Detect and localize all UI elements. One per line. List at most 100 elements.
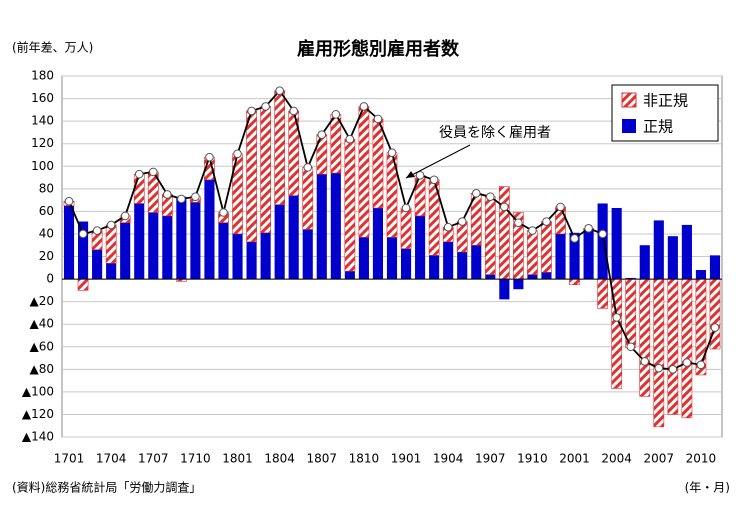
bar xyxy=(302,167,314,230)
bar xyxy=(162,215,173,280)
x-tick-label: 1907 xyxy=(475,452,506,466)
bar xyxy=(274,90,286,205)
y-tick-label: ▲40 xyxy=(30,317,55,331)
bar xyxy=(443,241,454,280)
bar xyxy=(611,207,622,280)
legend-label: 正規 xyxy=(643,118,673,136)
bar xyxy=(681,278,693,419)
legend-swatch xyxy=(621,92,637,108)
line-marker xyxy=(261,102,270,111)
line-marker xyxy=(654,363,664,373)
bar xyxy=(148,212,159,280)
bar xyxy=(106,263,117,280)
bar xyxy=(358,106,370,238)
bar xyxy=(78,221,89,280)
line-marker xyxy=(317,130,327,139)
bar xyxy=(583,229,594,280)
bar xyxy=(77,278,89,291)
bar xyxy=(302,229,313,280)
y-tick-label: 180 xyxy=(31,69,54,83)
bar xyxy=(372,118,384,209)
line-marker xyxy=(345,134,355,144)
line-marker xyxy=(640,357,650,366)
x-tick-label: 1801 xyxy=(222,452,253,466)
line-marker xyxy=(64,196,74,206)
bar xyxy=(316,134,328,175)
legend-label: 非正規 xyxy=(643,92,688,110)
line-marker xyxy=(219,208,228,217)
bar xyxy=(400,207,412,249)
x-tick-label: 1910 xyxy=(517,452,548,466)
line-marker xyxy=(542,217,551,226)
bar xyxy=(639,278,651,397)
bar xyxy=(274,204,285,280)
x-tick-label: 1701 xyxy=(54,452,85,466)
line-marker xyxy=(612,313,621,322)
line-marker xyxy=(401,203,411,213)
line-marker xyxy=(359,102,369,111)
y-tick-label: 80 xyxy=(39,181,54,195)
line-marker xyxy=(331,110,341,119)
bar xyxy=(667,278,679,415)
bar xyxy=(232,233,243,280)
y-tick-label: ▲60 xyxy=(30,339,55,353)
bar xyxy=(372,207,384,280)
line-marker xyxy=(163,190,172,199)
line-marker xyxy=(514,218,523,227)
y-axis-label: (前年差、万人) xyxy=(12,40,93,55)
x-tick-label: 2001 xyxy=(559,452,590,466)
y-tick-label: ▲120 xyxy=(22,407,54,421)
bar xyxy=(541,272,552,280)
bar xyxy=(485,274,496,280)
x-tick-label: 1710 xyxy=(180,452,211,466)
line-marker xyxy=(106,220,116,230)
line-marker xyxy=(485,192,495,202)
bar xyxy=(709,255,721,280)
bar xyxy=(344,138,356,272)
line-marker xyxy=(120,211,130,221)
bar xyxy=(555,233,566,280)
bar xyxy=(597,203,608,280)
y-tick-label: 20 xyxy=(39,249,54,263)
line-marker xyxy=(373,114,383,124)
bar xyxy=(344,271,355,280)
bar xyxy=(498,186,510,280)
bar xyxy=(400,248,412,280)
line-marker xyxy=(570,234,579,243)
x-tick-label: 1807 xyxy=(307,452,338,466)
x-tick-label: 1704 xyxy=(96,452,127,466)
bar xyxy=(527,230,538,275)
line-marker xyxy=(584,223,593,233)
bar xyxy=(246,241,257,280)
bar xyxy=(625,277,636,280)
bar xyxy=(541,221,552,273)
y-tick-label: 100 xyxy=(31,159,54,173)
legend-swatch xyxy=(622,119,636,133)
line-marker xyxy=(289,106,299,116)
y-tick-label: ▲80 xyxy=(30,362,55,376)
x-tick-label: 1904 xyxy=(433,452,464,466)
y-tick-label: ▲140 xyxy=(22,430,54,444)
line-marker xyxy=(500,202,509,212)
bar xyxy=(133,173,145,204)
bar xyxy=(204,179,215,280)
line-marker xyxy=(528,226,537,235)
x-tick-label: 1901 xyxy=(391,452,422,466)
bar xyxy=(92,249,103,280)
bar xyxy=(218,222,229,280)
bar xyxy=(358,237,369,280)
line-marker xyxy=(387,148,397,158)
bar xyxy=(288,195,299,280)
bar xyxy=(386,237,398,280)
line-marker xyxy=(177,194,186,204)
bar xyxy=(499,279,510,300)
line-marker xyxy=(668,365,678,374)
bar xyxy=(639,245,650,280)
y-tick-label: 60 xyxy=(39,204,54,218)
line-marker xyxy=(303,163,313,172)
x-tick-label: 2007 xyxy=(644,452,675,466)
bar xyxy=(667,236,678,280)
chart-title: 雇用形態別雇用者数 xyxy=(297,38,460,60)
line-marker xyxy=(191,192,200,202)
bar xyxy=(316,174,327,280)
